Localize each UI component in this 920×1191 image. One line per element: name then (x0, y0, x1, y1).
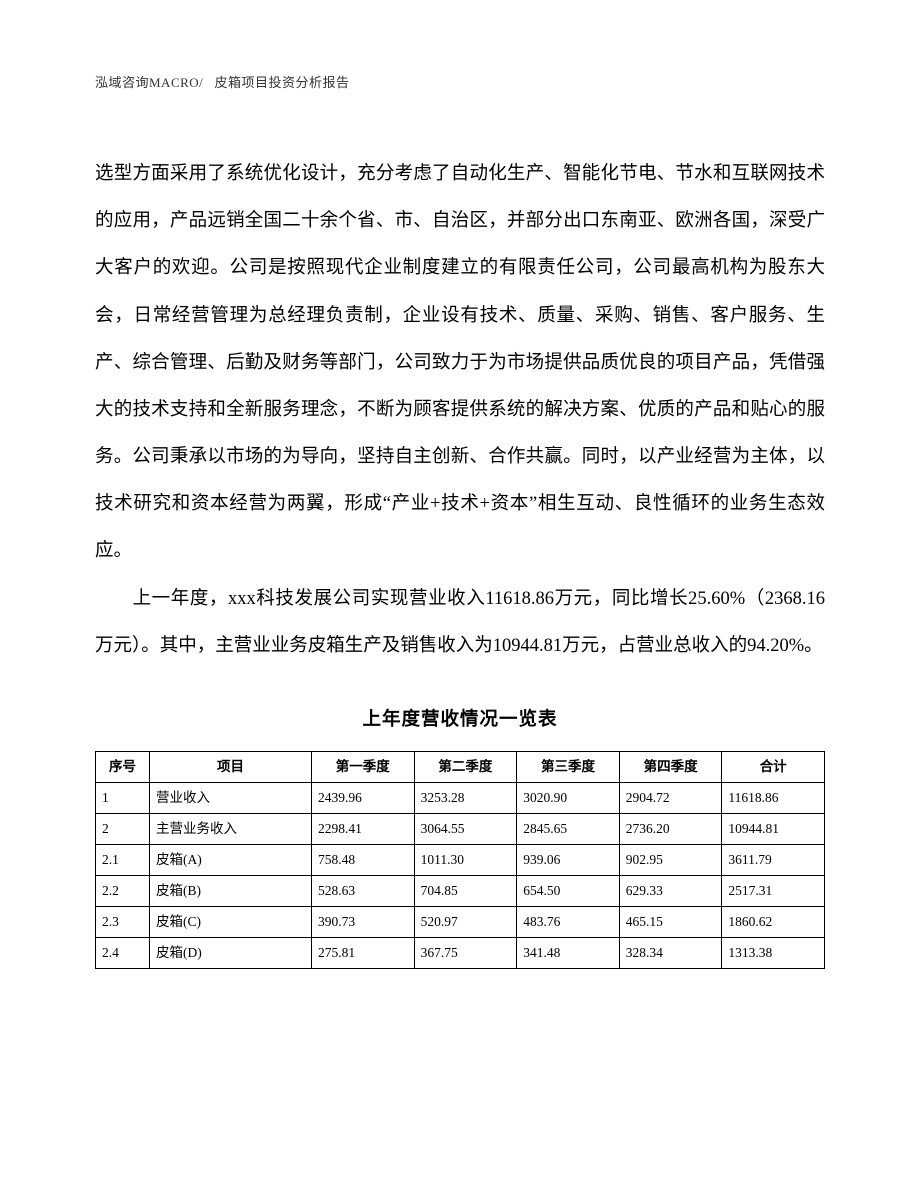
col-header: 序号 (96, 751, 150, 782)
cell: 902.95 (619, 844, 722, 875)
header-left: 泓域咨询MACRO/ (95, 75, 203, 90)
cell: 1011.30 (414, 844, 517, 875)
col-header: 合计 (722, 751, 825, 782)
cell: 2517.31 (722, 875, 825, 906)
table-row: 2.2 皮箱(B) 528.63 704.85 654.50 629.33 25… (96, 875, 825, 906)
cell: 2.4 (96, 937, 150, 968)
cell: 皮箱(A) (150, 844, 312, 875)
cell: 皮箱(B) (150, 875, 312, 906)
cell: 654.50 (517, 875, 620, 906)
cell: 2439.96 (312, 782, 415, 813)
cell: 328.34 (619, 937, 722, 968)
cell: 1313.38 (722, 937, 825, 968)
page-header: 泓域咨询MACRO/ 皮箱项目投资分析报告 (95, 72, 825, 91)
cell: 939.06 (517, 844, 620, 875)
col-header: 第二季度 (414, 751, 517, 782)
cell: 2298.41 (312, 813, 415, 844)
cell: 2904.72 (619, 782, 722, 813)
paragraph-2: 上一年度，xxx科技发展公司实现营业收入11618.86万元，同比增长25.60… (95, 589, 825, 656)
table-header-row: 序号 项目 第一季度 第二季度 第三季度 第四季度 合计 (96, 751, 825, 782)
revenue-table: 序号 项目 第一季度 第二季度 第三季度 第四季度 合计 1 营业收入 2439… (95, 751, 825, 969)
cell: 10944.81 (722, 813, 825, 844)
document-page: 泓域咨询MACRO/ 皮箱项目投资分析报告 选型方面采用了系统优化设计，充分考虑… (0, 0, 920, 1191)
cell: 2.3 (96, 906, 150, 937)
table-row: 1 营业收入 2439.96 3253.28 3020.90 2904.72 1… (96, 782, 825, 813)
body-text-block: 选型方面采用了系统优化设计，充分考虑了自动化生产、智能化节电、节水和互联网技术的… (95, 151, 825, 670)
cell: 465.15 (619, 906, 722, 937)
cell: 11618.86 (722, 782, 825, 813)
cell: 营业收入 (150, 782, 312, 813)
cell: 483.76 (517, 906, 620, 937)
cell: 1860.62 (722, 906, 825, 937)
cell: 2 (96, 813, 150, 844)
cell: 2845.65 (517, 813, 620, 844)
cell: 主营业务收入 (150, 813, 312, 844)
table-row: 2.1 皮箱(A) 758.48 1011.30 939.06 902.95 3… (96, 844, 825, 875)
cell: 704.85 (414, 875, 517, 906)
table-row: 2.3 皮箱(C) 390.73 520.97 483.76 465.15 18… (96, 906, 825, 937)
cell: 758.48 (312, 844, 415, 875)
cell: 3611.79 (722, 844, 825, 875)
cell: 3020.90 (517, 782, 620, 813)
header-right: 皮箱项目投资分析报告 (215, 75, 350, 90)
cell: 3064.55 (414, 813, 517, 844)
cell: 341.48 (517, 937, 620, 968)
col-header: 第一季度 (312, 751, 415, 782)
cell: 629.33 (619, 875, 722, 906)
col-header: 第四季度 (619, 751, 722, 782)
cell: 2.1 (96, 844, 150, 875)
cell: 3253.28 (414, 782, 517, 813)
paragraph-1: 选型方面采用了系统优化设计，充分考虑了自动化生产、智能化节电、节水和互联网技术的… (95, 164, 825, 561)
cell: 520.97 (414, 906, 517, 937)
cell: 2736.20 (619, 813, 722, 844)
table-row: 2 主营业务收入 2298.41 3064.55 2845.65 2736.20… (96, 813, 825, 844)
cell: 皮箱(C) (150, 906, 312, 937)
cell: 390.73 (312, 906, 415, 937)
cell: 1 (96, 782, 150, 813)
cell: 2.2 (96, 875, 150, 906)
cell: 367.75 (414, 937, 517, 968)
cell: 528.63 (312, 875, 415, 906)
col-header: 项目 (150, 751, 312, 782)
col-header: 第三季度 (517, 751, 620, 782)
cell: 275.81 (312, 937, 415, 968)
table-row: 2.4 皮箱(D) 275.81 367.75 341.48 328.34 13… (96, 937, 825, 968)
cell: 皮箱(D) (150, 937, 312, 968)
table-title: 上年度营收情况一览表 (95, 705, 825, 731)
